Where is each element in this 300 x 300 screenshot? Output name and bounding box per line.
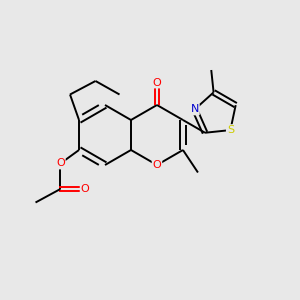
Text: O: O — [153, 77, 161, 88]
Text: O: O — [153, 160, 161, 170]
Text: N: N — [190, 104, 199, 115]
Text: O: O — [56, 158, 65, 169]
Text: S: S — [227, 125, 234, 135]
Text: O: O — [81, 184, 89, 194]
